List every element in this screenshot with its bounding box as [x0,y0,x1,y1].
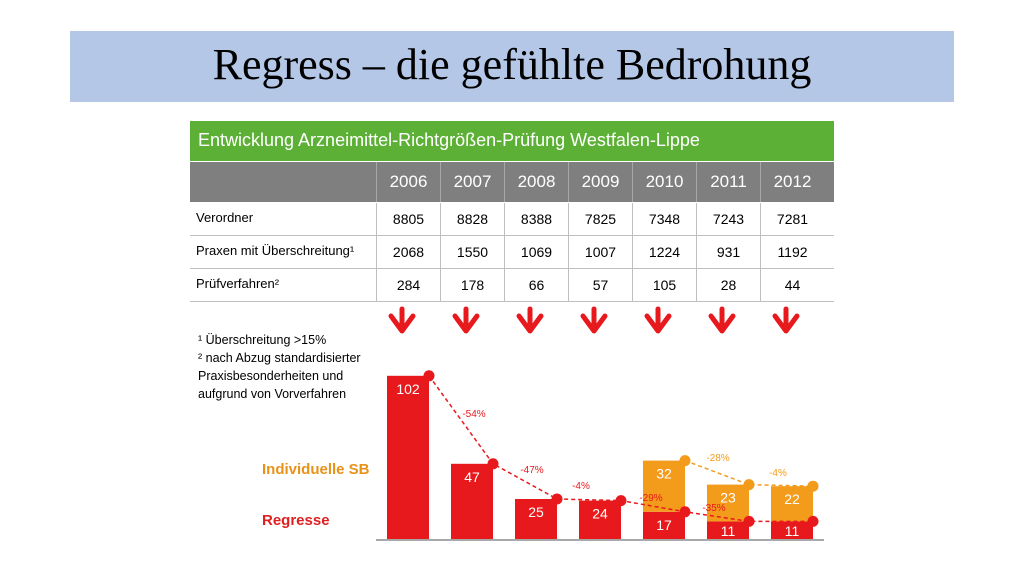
table-row: Verordner 8805 8828 8388 7825 7348 7243 … [190,203,834,236]
regress-chart: 102 47 25 24 17 11 11 32 23 22 -54% -47% -4% -29% -35%… [376,306,824,541]
bar-label-individuelle-sb: 23 [720,490,736,506]
bar-label-regresse: 11 [785,523,800,539]
cell: 2068 [376,236,440,268]
cell: 57 [568,269,632,301]
bar-label-individuelle-sb: 32 [656,466,672,482]
trend-marker-individuelle-sb [679,455,691,467]
cell: 105 [632,269,696,301]
cell: 7243 [696,203,760,235]
bar-label-regresse: 11 [721,523,736,539]
bar-regresse [579,500,621,539]
footnote-2-line2: Praxisbesonderheiten und [198,369,344,383]
bar-label-regresse: 24 [592,506,608,522]
footnote-1: ¹ Überschreitung >15% [198,333,327,347]
figure: Entwicklung Arzneimittel-Richtgrößen-Prü… [190,121,834,545]
trend-marker-regresse [743,515,755,527]
year-header-row: 2006 2007 2008 2009 2010 2011 2012 [190,162,834,202]
footnote-2-line3: aufgrund von Vorverfahren [198,387,347,401]
bar-regresse [515,499,557,539]
title-bar: Regress – die gefühlte Bedrohung [70,31,954,102]
bar-regresse [643,511,685,539]
slide-title: Regress – die gefühlte Bedrohung [212,40,812,89]
year-header-cell: 2012 [760,162,824,202]
trend-marker-regresse [807,515,819,527]
bar-individuelle-sb [643,460,685,512]
cell: 28 [696,269,760,301]
cell: 7348 [632,203,696,235]
cell: 44 [760,269,824,301]
trend-label-regresse: -35% [702,503,725,514]
table-row: Praxen mit Überschreitung¹ 2068 1550 106… [190,236,834,269]
table-heading-bar: Entwicklung Arzneimittel-Richtgrößen-Prü… [190,121,834,161]
bar-individuelle-sb [707,484,749,522]
trend-line-individuelle-sb [684,459,814,487]
trend-label-individuelle-sb: -4% [769,468,787,479]
cell: 284 [376,269,440,301]
year-header-cell: 2007 [440,162,504,202]
cell: 1224 [632,236,696,268]
trend-marker-regresse [679,506,691,518]
cell: 8805 [376,203,440,235]
bar-regresse [771,521,813,539]
trend-marker-regresse [551,493,563,505]
bar-regresse [451,463,493,539]
trend-marker-regresse [615,495,627,507]
row-label-praxen: Praxen mit Überschreitung¹ [196,243,355,258]
bar-regresse [707,521,749,539]
year-header-cell: 2010 [632,162,696,202]
cell: 1550 [440,236,504,268]
trend-label-regresse: -29% [639,493,662,504]
cell: 178 [440,269,504,301]
cell: 931 [696,236,760,268]
trend-label-individuelle-sb: -28% [706,453,729,464]
bar-individuelle-sb [771,486,813,522]
footnote-2-line1: ² nach Abzug standardisierter [198,351,361,365]
cell: 8388 [504,203,568,235]
legend-individuelle-sb: Individuelle SB [262,461,370,478]
trend-label-regresse: -54% [462,409,485,420]
trend-marker-regresse [487,458,499,470]
cell: 1007 [568,236,632,268]
cell: 7825 [568,203,632,235]
legend-regresse: Regresse [262,512,330,529]
cell: 8828 [440,203,504,235]
year-header-cell: 2008 [504,162,568,202]
trend-marker-individuelle-sb [807,480,819,492]
table-row: Prüfverfahren² 284 178 66 57 105 28 44 [190,269,834,302]
row-label-pruefverfahren: Prüfverfahren² [196,276,280,291]
year-header-cell: 2011 [696,162,760,202]
row-label-verordner: Verordner [196,210,254,225]
bar-label-regresse: 102 [396,381,420,397]
cell: 1192 [760,236,824,268]
cell: 1069 [504,236,568,268]
trend-label-regresse: -47% [520,465,543,476]
cell: 7281 [760,203,824,235]
cell: 66 [504,269,568,301]
bar-label-regresse: 25 [528,504,544,520]
bar-label-regresse: 47 [464,469,480,485]
table-heading: Entwicklung Arzneimittel-Richtgrößen-Prü… [198,130,700,150]
year-header-cell: 2009 [568,162,632,202]
year-header-cell: 2006 [376,162,440,202]
bar-regresse [387,375,429,539]
trend-label-regresse: -4% [572,481,590,492]
bar-label-individuelle-sb: 22 [784,491,800,507]
trend-marker-individuelle-sb [743,479,755,491]
trend-marker-regresse [423,370,435,382]
bar-label-regresse: 17 [656,517,672,533]
